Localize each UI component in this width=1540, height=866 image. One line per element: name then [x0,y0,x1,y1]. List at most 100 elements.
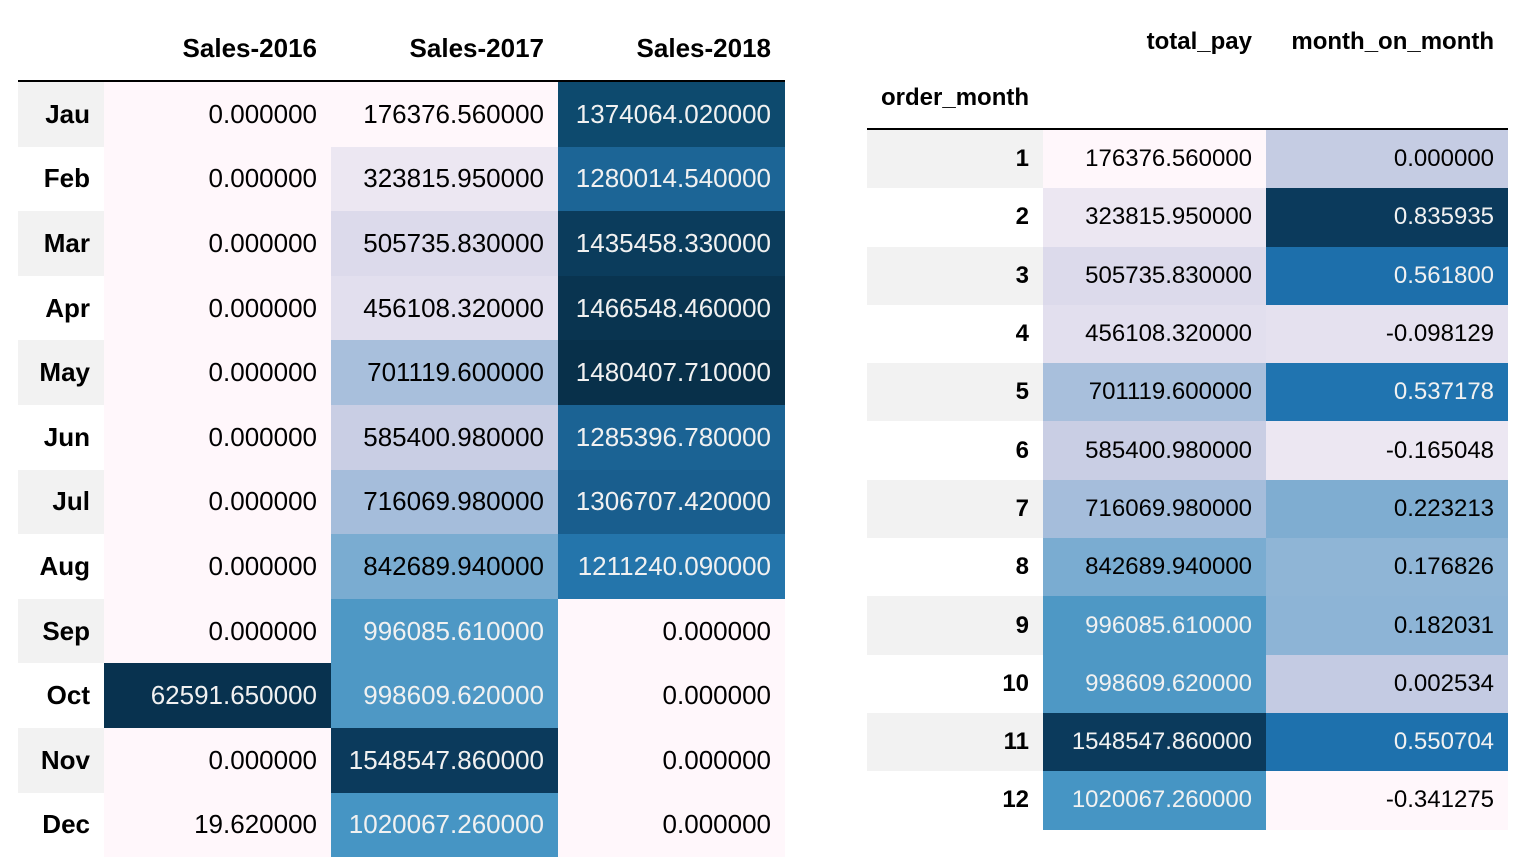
corner-cell [18,16,104,82]
data-cell: 0.000000 [104,727,331,793]
data-cell: 0.550704 [1266,712,1509,772]
table-row: Feb 0.000000 323815.950000 1280014.540000 [18,146,785,212]
column-header: total_pay [1146,28,1253,55]
row-label: Dec [18,792,104,858]
data-cell: -0.165048 [1266,421,1509,480]
table-row: Nov 0.000000 1548547.860000 0.000000 [18,727,785,793]
row-label: 5 [867,363,1044,422]
data-cell: 1020067.260000 [1043,771,1267,830]
data-cell: 1480407.710000 [558,340,785,405]
table-row: 1 176376.560000 0.000000 [867,129,1509,189]
data-cell: 842689.940000 [1043,538,1267,597]
row-label: 6 [867,421,1044,480]
data-cell: 0.000000 [104,340,331,405]
table-row: 7 716069.980000 0.223213 [867,479,1509,539]
table-row: 8 842689.940000 0.176826 [867,538,1509,597]
data-cell: 1466548.460000 [558,275,785,341]
table-row: 2 323815.950000 0.835935 [867,188,1509,247]
sales-by-year-table: Sales-2016 Sales-2017 Sales-2018 Jau 0.00… [18,16,785,858]
row-label: Jun [18,404,104,470]
data-cell: 0.000000 [558,598,785,664]
row-label: Aug [18,534,104,599]
row-label: 2 [867,188,1044,247]
row-label: 12 [867,771,1044,830]
table-row: Oct 62591.650000 998609.620000 0.000000 [18,663,785,728]
data-cell: 0.537178 [1266,363,1509,422]
data-cell: 62591.650000 [104,663,331,728]
row-label: 10 [867,654,1044,713]
table-row: 11 1548547.860000 0.550704 [867,712,1509,772]
table-row: 3 505735.830000 0.561800 [867,246,1509,305]
row-label: Jau [18,81,104,147]
data-cell: 1306707.420000 [558,469,785,535]
data-cell: 0.835935 [1266,188,1509,247]
data-cell: 1211240.090000 [558,534,785,599]
table-row: Jau 0.000000 176376.560000 1374064.020000 [18,81,785,147]
data-cell: 1548547.860000 [331,727,558,793]
row-label: 7 [867,479,1044,539]
data-cell: 323815.950000 [331,146,558,212]
data-cell: 0.000000 [104,275,331,341]
data-cell: 1548547.860000 [1043,712,1267,772]
data-cell: 0.176826 [1266,538,1509,597]
row-label: Sep [18,598,104,664]
data-cell: 996085.610000 [331,598,558,664]
row-label: 11 [867,712,1044,772]
row-label: 1 [867,129,1044,189]
table-row: Mar 0.000000 505735.830000 1435458.330000 [18,211,785,276]
table-row: Jun 0.000000 585400.980000 1285396.780000 [18,404,785,470]
index-name-row: order_month [867,68,1509,130]
corner-cell [867,20,1043,68]
data-cell: 505735.830000 [1043,246,1267,305]
monthly-total-pay-table: total_pay month_on_month order_month 1 17… [867,20,1509,830]
column-header: Sales-2018 [558,16,785,82]
blank-header-cell [1266,68,1509,130]
data-cell: 0.000000 [104,146,331,212]
data-cell: 0.000000 [104,211,331,276]
data-cell: 176376.560000 [1043,129,1267,189]
table-row: Dec 19.620000 1020067.260000 0.000000 [18,792,785,858]
table-row: Apr 0.000000 456108.320000 1466548.460000 [18,275,785,341]
data-cell: -0.341275 [1266,771,1509,830]
data-cell: 701119.600000 [1043,363,1267,422]
data-cell: 0.002534 [1266,654,1509,713]
data-cell: 0.000000 [104,598,331,664]
table-row: Jul 0.000000 716069.980000 1306707.420000 [18,469,785,535]
data-cell: 505735.830000 [331,211,558,276]
data-cell: 1374064.020000 [558,81,785,147]
row-label: Jul [18,469,104,535]
row-label: Oct [18,663,104,728]
header-row: Sales-2016 Sales-2017 Sales-2018 [18,16,785,82]
table-row: 5 701119.600000 0.537178 [867,363,1509,422]
data-cell: 0.000000 [104,469,331,535]
table-row: 10 998609.620000 0.002534 [867,654,1509,713]
data-cell: 0.000000 [558,792,785,858]
data-cell: 456108.320000 [331,275,558,341]
data-cell: 716069.980000 [331,469,558,535]
data-cell: 323815.950000 [1043,188,1267,247]
data-cell: 998609.620000 [331,663,558,728]
data-cell: 716069.980000 [1043,479,1267,539]
data-cell: 1435458.330000 [558,211,785,276]
row-label: Feb [18,146,104,212]
table-row: Sep 0.000000 996085.610000 0.000000 [18,598,785,664]
data-cell: 0.223213 [1266,479,1509,539]
table-row: 6 585400.980000 -0.165048 [867,421,1509,480]
table-row: 4 456108.320000 -0.098129 [867,304,1509,364]
data-cell: 585400.980000 [331,404,558,470]
data-cell: 0.000000 [558,727,785,793]
data-cell: 1285396.780000 [558,404,785,470]
header-row: total_pay month_on_month [867,20,1508,68]
row-label: Apr [18,275,104,341]
data-cell: 0.000000 [104,404,331,470]
data-cell: 842689.940000 [331,534,558,599]
data-cell: 456108.320000 [1043,304,1267,364]
table-row: 9 996085.610000 0.182031 [867,596,1509,655]
data-cell: 998609.620000 [1043,654,1267,713]
column-header: month_on_month [1291,28,1495,55]
data-cell: 0.182031 [1266,596,1509,655]
data-cell: 0.561800 [1266,246,1509,305]
row-label: 3 [867,246,1044,305]
data-cell: -0.098129 [1266,304,1509,364]
row-label: Nov [18,727,104,793]
